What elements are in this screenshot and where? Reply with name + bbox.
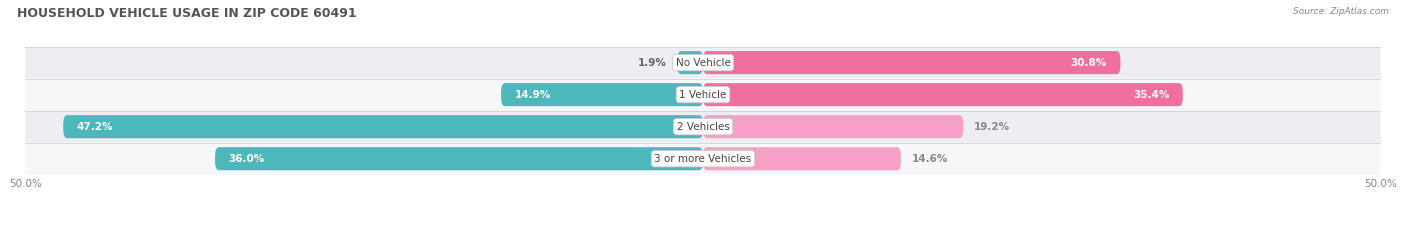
Text: 1 Vehicle: 1 Vehicle	[679, 90, 727, 100]
FancyBboxPatch shape	[25, 79, 1381, 111]
FancyBboxPatch shape	[25, 47, 1381, 79]
FancyBboxPatch shape	[25, 143, 1381, 175]
Text: 14.6%: 14.6%	[911, 154, 948, 164]
Text: 3 or more Vehicles: 3 or more Vehicles	[654, 154, 752, 164]
FancyBboxPatch shape	[703, 147, 901, 170]
Text: 19.2%: 19.2%	[974, 122, 1010, 132]
FancyBboxPatch shape	[703, 83, 1182, 106]
FancyBboxPatch shape	[215, 147, 703, 170]
FancyBboxPatch shape	[501, 83, 703, 106]
Text: 47.2%: 47.2%	[77, 122, 114, 132]
Text: 35.4%: 35.4%	[1133, 90, 1170, 100]
Text: 14.9%: 14.9%	[515, 90, 551, 100]
Text: No Vehicle: No Vehicle	[675, 58, 731, 68]
FancyBboxPatch shape	[703, 51, 1121, 74]
Text: Source: ZipAtlas.com: Source: ZipAtlas.com	[1294, 7, 1389, 16]
Text: HOUSEHOLD VEHICLE USAGE IN ZIP CODE 60491: HOUSEHOLD VEHICLE USAGE IN ZIP CODE 6049…	[17, 7, 357, 20]
FancyBboxPatch shape	[63, 115, 703, 138]
Text: 2 Vehicles: 2 Vehicles	[676, 122, 730, 132]
Text: 1.9%: 1.9%	[637, 58, 666, 68]
FancyBboxPatch shape	[703, 115, 963, 138]
FancyBboxPatch shape	[25, 111, 1381, 143]
Text: 36.0%: 36.0%	[229, 154, 264, 164]
FancyBboxPatch shape	[678, 51, 703, 74]
Text: 30.8%: 30.8%	[1070, 58, 1107, 68]
